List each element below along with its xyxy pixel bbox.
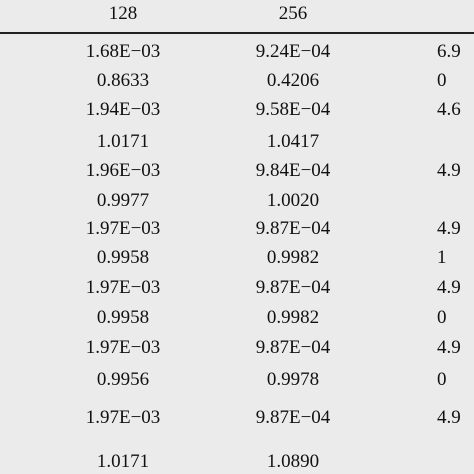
table-cell: 4.6 bbox=[437, 99, 461, 120]
table-cell: 4.9 bbox=[437, 407, 461, 428]
table-cell: 0 bbox=[437, 70, 447, 91]
table-cell: 1.94E−03 bbox=[85, 99, 161, 120]
table-cell: 9.87E−04 bbox=[255, 407, 331, 428]
table-cell: 1.0890 bbox=[266, 451, 320, 472]
table-cell: 9.87E−04 bbox=[255, 337, 331, 358]
table-cell: 1.0171 bbox=[96, 131, 150, 152]
table-cell: 1.0171 bbox=[96, 451, 150, 472]
table-cell: 0 bbox=[437, 369, 447, 390]
table-cell: 1.96E−03 bbox=[85, 160, 161, 181]
table-cell: 6.9 bbox=[437, 41, 461, 62]
table-cell: 0 bbox=[437, 307, 447, 328]
table-cell: 4.9 bbox=[437, 277, 461, 298]
table-cell: 1.68E−03 bbox=[85, 41, 161, 62]
header-cell: 256 bbox=[278, 3, 308, 24]
table-cell: 4.9 bbox=[437, 218, 461, 239]
table-cell: 1.97E−03 bbox=[85, 277, 161, 298]
table-cell: 0.8633 bbox=[96, 70, 150, 91]
table-cell: 9.87E−04 bbox=[255, 218, 331, 239]
table-cell: 4.9 bbox=[437, 160, 461, 181]
table-cell: 0.9978 bbox=[266, 369, 320, 390]
table-cell: 1.0020 bbox=[266, 190, 320, 211]
table-cell: 9.24E−04 bbox=[255, 41, 331, 62]
table-cell: 1.97E−03 bbox=[85, 337, 161, 358]
header-cell: 128 bbox=[108, 3, 138, 24]
table-cell: 9.87E−04 bbox=[255, 277, 331, 298]
table-cell: 0.9982 bbox=[266, 307, 320, 328]
table-cell: 9.84E−04 bbox=[255, 160, 331, 181]
table-cell: 0.9956 bbox=[96, 369, 150, 390]
table-cell: 4.9 bbox=[437, 337, 461, 358]
table-cell: 1.97E−03 bbox=[85, 218, 161, 239]
table-cell: 0.9958 bbox=[96, 247, 150, 268]
table-cell: 1.97E−03 bbox=[85, 407, 161, 428]
header-rule bbox=[0, 32, 474, 34]
table-cell: 0.9977 bbox=[96, 190, 150, 211]
table-cell: 0.4206 bbox=[266, 70, 320, 91]
table-cell: 0.9982 bbox=[266, 247, 320, 268]
table-cell: 1.0417 bbox=[266, 131, 320, 152]
table-cell: 0.9958 bbox=[96, 307, 150, 328]
table-cell: 9.58E−04 bbox=[255, 99, 331, 120]
table-cell: 1 bbox=[437, 247, 447, 268]
